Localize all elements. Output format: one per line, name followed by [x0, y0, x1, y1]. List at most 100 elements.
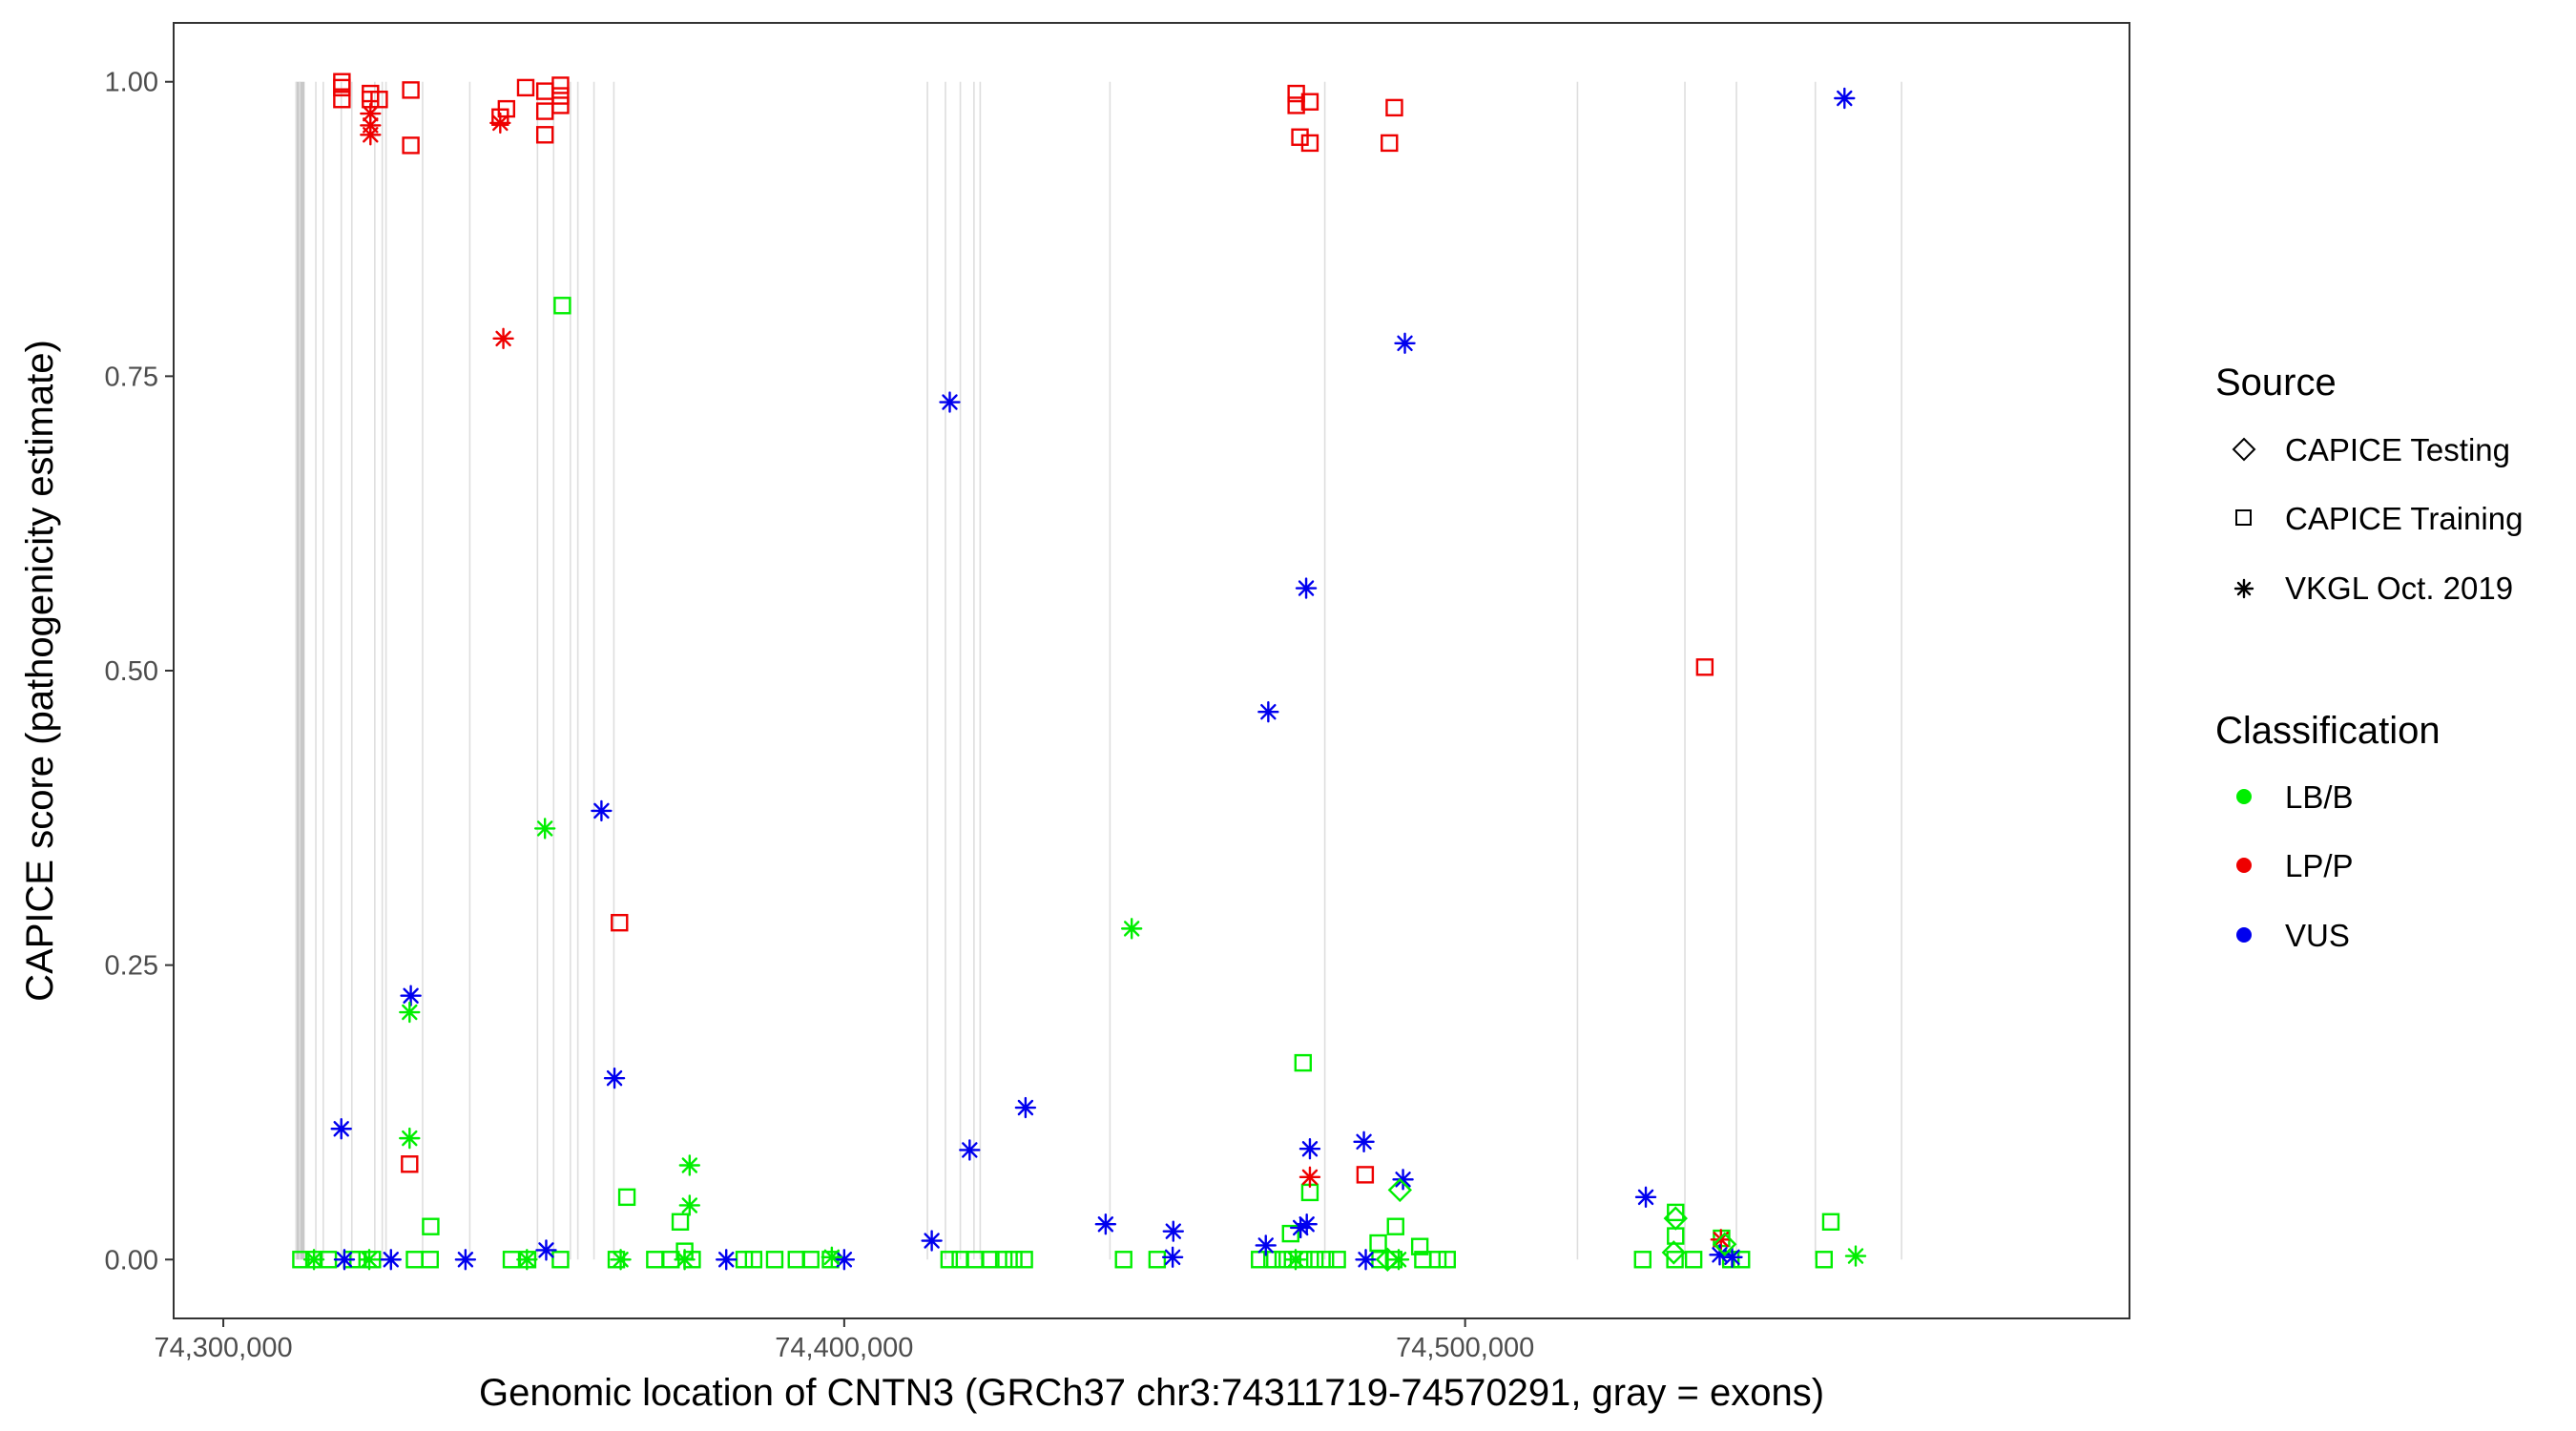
legend-source-title: Source: [2215, 362, 2337, 404]
legend-source-training-label: CAPICE Training: [2285, 501, 2523, 536]
data-point-square: [1287, 96, 1305, 114]
legend-vus-dot-icon: [2236, 927, 2252, 943]
data-point-asterisk: [360, 124, 382, 146]
data-point-asterisk: [1355, 1249, 1377, 1271]
data-point-asterisk: [678, 1194, 701, 1216]
data-point-square: [1385, 98, 1403, 117]
data-point-square: [1148, 1251, 1167, 1269]
legend-class-lpp: LP/P: [2236, 848, 2354, 883]
data-point-square: [1667, 1227, 1685, 1245]
data-point-square: [1633, 1251, 1652, 1269]
legend-asterisk-icon: [2233, 578, 2254, 599]
data-point-square: [402, 136, 420, 155]
data-point-square: [617, 1188, 636, 1207]
data-point-asterisk: [533, 818, 556, 840]
data-point-asterisk: [939, 391, 961, 413]
data-point-square: [551, 1251, 570, 1269]
data-point-asterisk: [921, 1230, 943, 1252]
data-point-square: [422, 1217, 440, 1235]
data-point-square: [1438, 1251, 1456, 1269]
data-point-square: [405, 1251, 424, 1269]
data-point-square: [940, 1251, 959, 1269]
data-point-square: [1281, 1224, 1299, 1243]
data-point-asterisk: [400, 985, 422, 1006]
data-point-square: [611, 913, 629, 932]
legend-class-lbb-label: LB/B: [2285, 779, 2354, 815]
data-point-square: [1114, 1251, 1132, 1269]
data-point-square: [1386, 1217, 1404, 1235]
data-point-square: [1291, 128, 1309, 146]
exon-lines: [295, 81, 1902, 1260]
data-point-asterisk: [360, 102, 382, 125]
x-axis-title: Genomic location of CNTN3 (GRCh37 chr3:7…: [479, 1372, 1824, 1414]
data-point-asterisk: [1844, 1245, 1867, 1267]
data-point-asterisk: [535, 1239, 557, 1261]
legend-square-icon: [2235, 509, 2252, 526]
legend-class-vus: VUS: [2236, 918, 2350, 953]
data-point-asterisk: [1298, 1138, 1321, 1160]
data-point-square: [1815, 1251, 1834, 1269]
data-point-asterisk: [489, 112, 511, 135]
data-point-diamond: [1375, 1247, 1400, 1272]
data-point-asterisk: [1257, 701, 1279, 723]
legend-source-vkgl-label: VKGL Oct. 2019: [2285, 570, 2513, 606]
data-point-asterisk: [1094, 1213, 1117, 1235]
data-points: [292, 73, 1867, 1272]
data-point-square: [1410, 1237, 1429, 1255]
data-point-asterisk: [380, 1249, 402, 1271]
legend-source-vkgl: VKGL Oct. 2019: [2233, 570, 2513, 606]
data-point-square: [535, 126, 554, 144]
y-axis-title: CAPICE score (pathogenicity estimate): [19, 340, 61, 1002]
legend-class-vus-label: VUS: [2285, 918, 2350, 953]
legend-diamond-icon: [2232, 437, 2256, 462]
data-point-square: [671, 1213, 690, 1231]
data-point-diamond: [1661, 1240, 1687, 1265]
data-point-square: [1015, 1251, 1033, 1269]
legend: Source CAPICE Testing CAPICE Training VK…: [2215, 362, 2523, 953]
data-point-asterisk: [1295, 577, 1318, 599]
data-point-square: [1369, 1234, 1387, 1253]
x-tick-label: 74,300,000: [154, 1333, 292, 1363]
data-point-asterisk: [492, 327, 514, 350]
legend-source-testing: CAPICE Testing: [2232, 432, 2510, 467]
data-point-asterisk: [716, 1249, 737, 1271]
legend-class-lbb: LB/B: [2236, 779, 2354, 815]
data-point-asterisk: [1634, 1186, 1657, 1209]
legend-classification-title: Classification: [2215, 710, 2441, 752]
data-point-asterisk: [333, 1249, 356, 1271]
data-point-square: [1300, 93, 1319, 111]
data-point-square: [994, 1251, 1013, 1269]
legend-class-lpp-label: LP/P: [2285, 848, 2354, 883]
y-tick-label: 0.00: [105, 1245, 158, 1275]
data-point-asterisk: [959, 1139, 981, 1161]
data-point-square: [1300, 134, 1319, 153]
data-point-square: [333, 78, 351, 97]
data-point-square: [1305, 1251, 1324, 1269]
data-point-asterisk: [454, 1249, 477, 1271]
data-point-asterisk: [1162, 1220, 1184, 1242]
data-point-diamond: [1387, 1177, 1413, 1203]
data-point-square: [421, 1251, 439, 1269]
data-point-asterisk: [1014, 1096, 1037, 1119]
x-tick-label: 74,400,000: [775, 1333, 913, 1363]
data-point-asterisk: [1834, 87, 1856, 110]
data-point-asterisk: [1255, 1234, 1277, 1256]
data-point-square: [765, 1251, 784, 1269]
data-point-asterisk: [1161, 1246, 1184, 1269]
data-point-square: [401, 1155, 419, 1173]
data-point-square: [1356, 1166, 1375, 1184]
data-point-diamond: [1663, 1206, 1688, 1231]
data-point-square: [370, 91, 388, 109]
data-point-asterisk: [678, 1154, 701, 1176]
data-point-asterisk: [610, 1249, 632, 1271]
legend-source-training: CAPICE Training: [2235, 501, 2523, 536]
data-point-square: [646, 1251, 664, 1269]
data-point-asterisk: [399, 1001, 421, 1024]
data-point-asterisk: [1394, 332, 1416, 354]
data-point-square: [735, 1251, 754, 1269]
data-point-square: [333, 91, 351, 109]
data-point-square: [535, 82, 554, 100]
legend-lbb-dot-icon: [2236, 789, 2252, 804]
y-axis: 0.00 0.25 0.50 0.75 1.00: [105, 68, 174, 1275]
